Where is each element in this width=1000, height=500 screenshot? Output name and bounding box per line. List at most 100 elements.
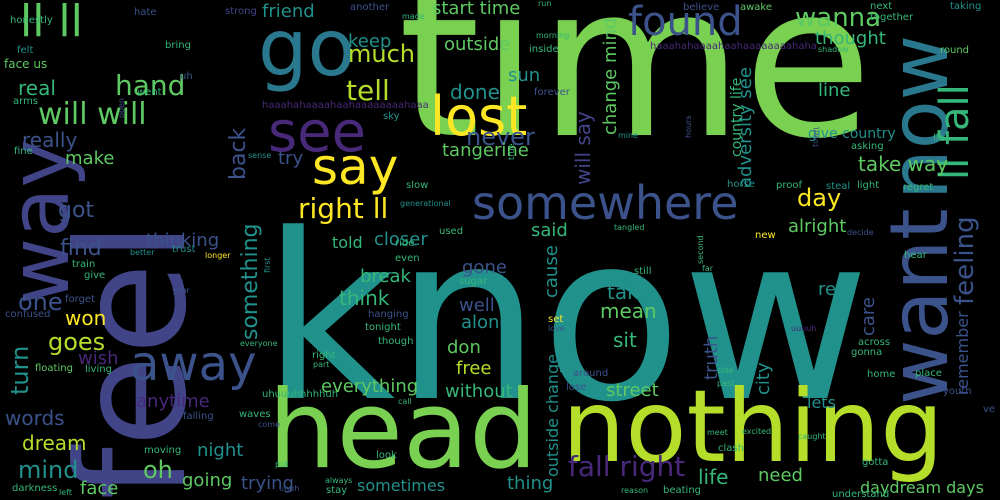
word-across: across xyxy=(858,337,891,348)
word-even: even xyxy=(395,253,420,264)
word-forget: forget xyxy=(65,294,95,305)
word-open: open xyxy=(117,98,126,118)
word-uh: uh xyxy=(180,71,193,82)
word-remember: remember xyxy=(953,311,972,395)
word-tell: tell xyxy=(346,74,390,107)
word-city: city xyxy=(753,362,774,395)
word-living: living xyxy=(85,364,112,375)
word-gotta: gotta xyxy=(862,457,889,468)
word-think: think xyxy=(339,286,390,310)
word-stay: stay xyxy=(326,485,348,496)
word-mine: mine xyxy=(618,131,639,140)
word-thought: thought xyxy=(815,28,886,49)
word-come: come xyxy=(258,420,281,429)
word-felt: felt xyxy=(17,45,34,56)
word-gone: gone xyxy=(462,257,507,278)
word-take: take xyxy=(607,280,651,304)
word-head: head xyxy=(268,368,538,493)
word-part: part xyxy=(313,360,330,369)
word-break: break xyxy=(360,266,411,287)
word-generational: generational xyxy=(400,199,451,208)
word-another: another xyxy=(350,2,390,13)
word-something: something xyxy=(238,223,263,340)
word-uhuh: uhuh xyxy=(279,484,300,493)
word-well: well xyxy=(459,295,495,316)
word-fine: fine xyxy=(14,146,33,157)
word-told: told xyxy=(332,233,363,252)
word-love: love xyxy=(548,324,565,333)
word-alright: alright xyxy=(788,216,847,237)
word-darkness: darkness xyxy=(12,483,58,494)
word-put: put xyxy=(275,460,289,469)
word-together: together xyxy=(870,12,914,23)
word-time: time xyxy=(398,0,873,185)
word-hanging: hanging xyxy=(368,309,409,320)
word-see: see xyxy=(268,100,367,165)
word-words: words xyxy=(5,406,65,430)
word-excited: excited xyxy=(742,427,772,436)
word-around: around xyxy=(573,368,609,379)
word-hand: hand xyxy=(115,69,186,102)
word-everyone: everyone xyxy=(240,339,278,348)
word-real: real xyxy=(18,76,56,100)
word-everything: everything xyxy=(321,376,419,397)
word-sugar: sugar xyxy=(459,276,488,287)
word-oh: oh xyxy=(143,456,173,484)
word-new: new xyxy=(755,230,776,241)
word-uuuuh: uuuuh xyxy=(791,324,817,333)
word-need: need xyxy=(758,465,803,486)
word-day: day xyxy=(797,184,842,212)
word-youth: youth xyxy=(943,386,972,397)
word-daydream-days: daydream days xyxy=(860,478,984,497)
word-will-say: will say xyxy=(571,111,595,185)
word-regret: regret xyxy=(903,182,934,193)
word-found: found xyxy=(628,0,743,45)
word-lets: lets xyxy=(807,393,836,412)
word-closer: closer xyxy=(374,229,428,250)
word-reason: reason xyxy=(621,486,649,495)
word-sun: sun xyxy=(508,65,541,86)
word-lose: lose xyxy=(566,382,587,393)
word-make: make xyxy=(65,148,115,169)
word-find: find xyxy=(60,236,102,261)
word-face-us: face us xyxy=(4,57,48,71)
word-caught: caught xyxy=(798,432,826,441)
word-light: light xyxy=(857,180,880,191)
word-right: right xyxy=(312,350,336,361)
word-slow: slow xyxy=(406,180,429,191)
word-next: next xyxy=(870,1,893,12)
word-street: street xyxy=(606,380,659,401)
word-much: much xyxy=(348,40,415,68)
word-say: say xyxy=(312,138,399,196)
word-give-country: give country xyxy=(808,126,896,142)
word-meet: meet xyxy=(707,428,728,437)
word-believe: believe xyxy=(683,2,720,13)
word-along: along xyxy=(461,312,511,333)
word-uhuuuhhhhhuh: uhuuuhhhhhuh xyxy=(262,389,339,400)
word-place: place xyxy=(915,368,942,379)
word-town: town xyxy=(811,127,820,147)
word-strong: strong xyxy=(225,6,257,17)
word-mind: mind xyxy=(18,456,79,484)
word-away: away xyxy=(130,336,257,392)
word-year: year xyxy=(172,286,190,295)
word-try: try xyxy=(278,148,304,169)
word-shadow: shadow xyxy=(818,45,849,54)
word-without: without xyxy=(445,381,513,402)
word-outside-change: outside change xyxy=(543,354,562,477)
word-night: night xyxy=(197,440,244,461)
word-free: free xyxy=(456,358,492,379)
word-dream: dream xyxy=(22,431,87,455)
word-used: used xyxy=(439,226,464,237)
word-still: still xyxy=(634,266,652,277)
word-inside: inside xyxy=(529,44,559,55)
word-though: though xyxy=(378,336,414,347)
word-hours: hours xyxy=(684,115,693,139)
word-mean: mean xyxy=(600,299,657,323)
word-taking: taking xyxy=(950,1,982,12)
word-hate: hate xyxy=(134,7,157,18)
word-ride: ride xyxy=(395,238,415,249)
word-set: set xyxy=(548,314,564,325)
word-went: went xyxy=(137,87,162,98)
word-thing: thing xyxy=(507,473,554,494)
